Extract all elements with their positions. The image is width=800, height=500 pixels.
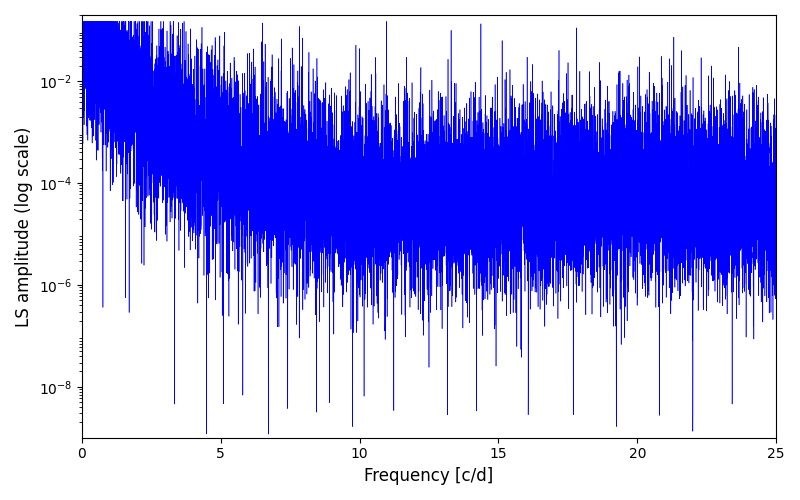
Y-axis label: LS amplitude (log scale): LS amplitude (log scale) [15, 126, 33, 326]
X-axis label: Frequency [c/d]: Frequency [c/d] [364, 467, 494, 485]
